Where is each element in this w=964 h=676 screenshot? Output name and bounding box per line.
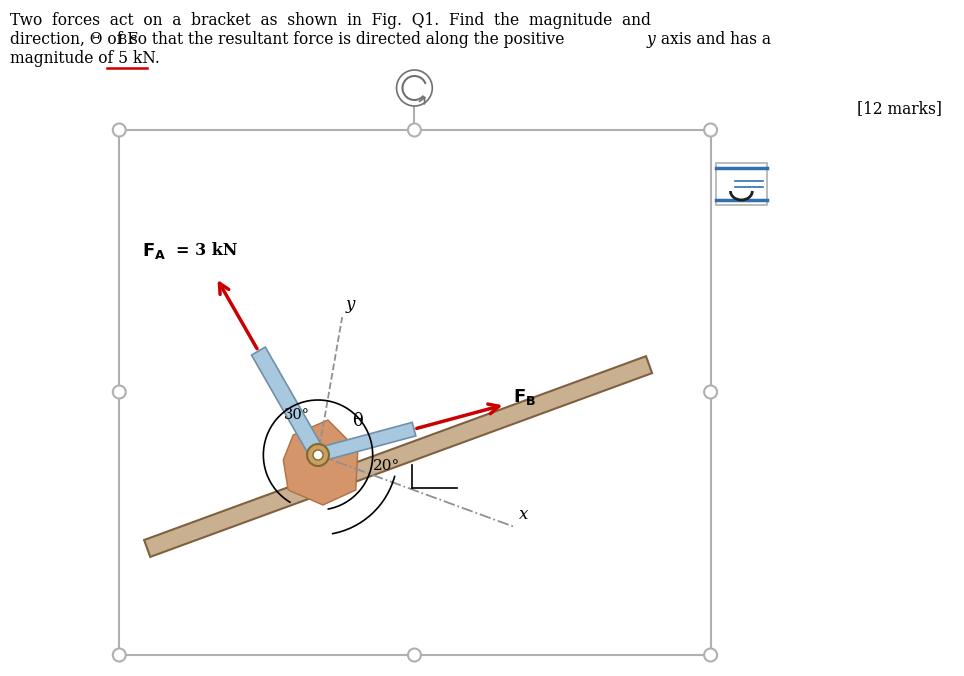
Circle shape [113,385,125,398]
Polygon shape [144,356,652,557]
Circle shape [408,648,421,662]
Text: [12 marks]: [12 marks] [857,100,942,117]
Polygon shape [252,347,325,459]
Circle shape [704,648,717,662]
Circle shape [313,450,323,460]
Text: 30°: 30° [283,408,309,422]
Text: axis and has a: axis and has a [656,31,771,48]
Text: magnitude of 5 kN.: magnitude of 5 kN. [10,50,160,67]
Circle shape [704,385,717,398]
Text: B: B [118,34,126,47]
Bar [715,163,767,205]
Circle shape [396,70,432,106]
Text: $\mathbf{F_B}$: $\mathbf{F_B}$ [513,387,536,406]
Text: θ: θ [353,412,363,429]
Circle shape [113,124,125,137]
Text: 20°: 20° [373,459,400,473]
Circle shape [704,124,717,137]
Text: y: y [647,31,656,48]
Text: direction, Θ of F: direction, Θ of F [10,31,138,48]
Polygon shape [283,420,358,505]
Text: = 3 kN: = 3 kN [176,242,238,260]
Text: x: x [519,506,528,523]
Text: so that the resultant force is directed along the positive: so that the resultant force is directed … [125,31,570,48]
Circle shape [308,444,329,466]
Bar [120,130,710,655]
Circle shape [408,124,421,137]
Text: $\mathbf{F_A}$: $\mathbf{F_A}$ [142,241,166,261]
Text: y: y [345,296,355,313]
Text: Two  forces  act  on  a  bracket  as  shown  in  Fig.  Q1.  Find  the  magnitude: Two forces act on a bracket as shown in … [10,12,651,29]
Circle shape [113,648,125,662]
Polygon shape [316,422,415,462]
